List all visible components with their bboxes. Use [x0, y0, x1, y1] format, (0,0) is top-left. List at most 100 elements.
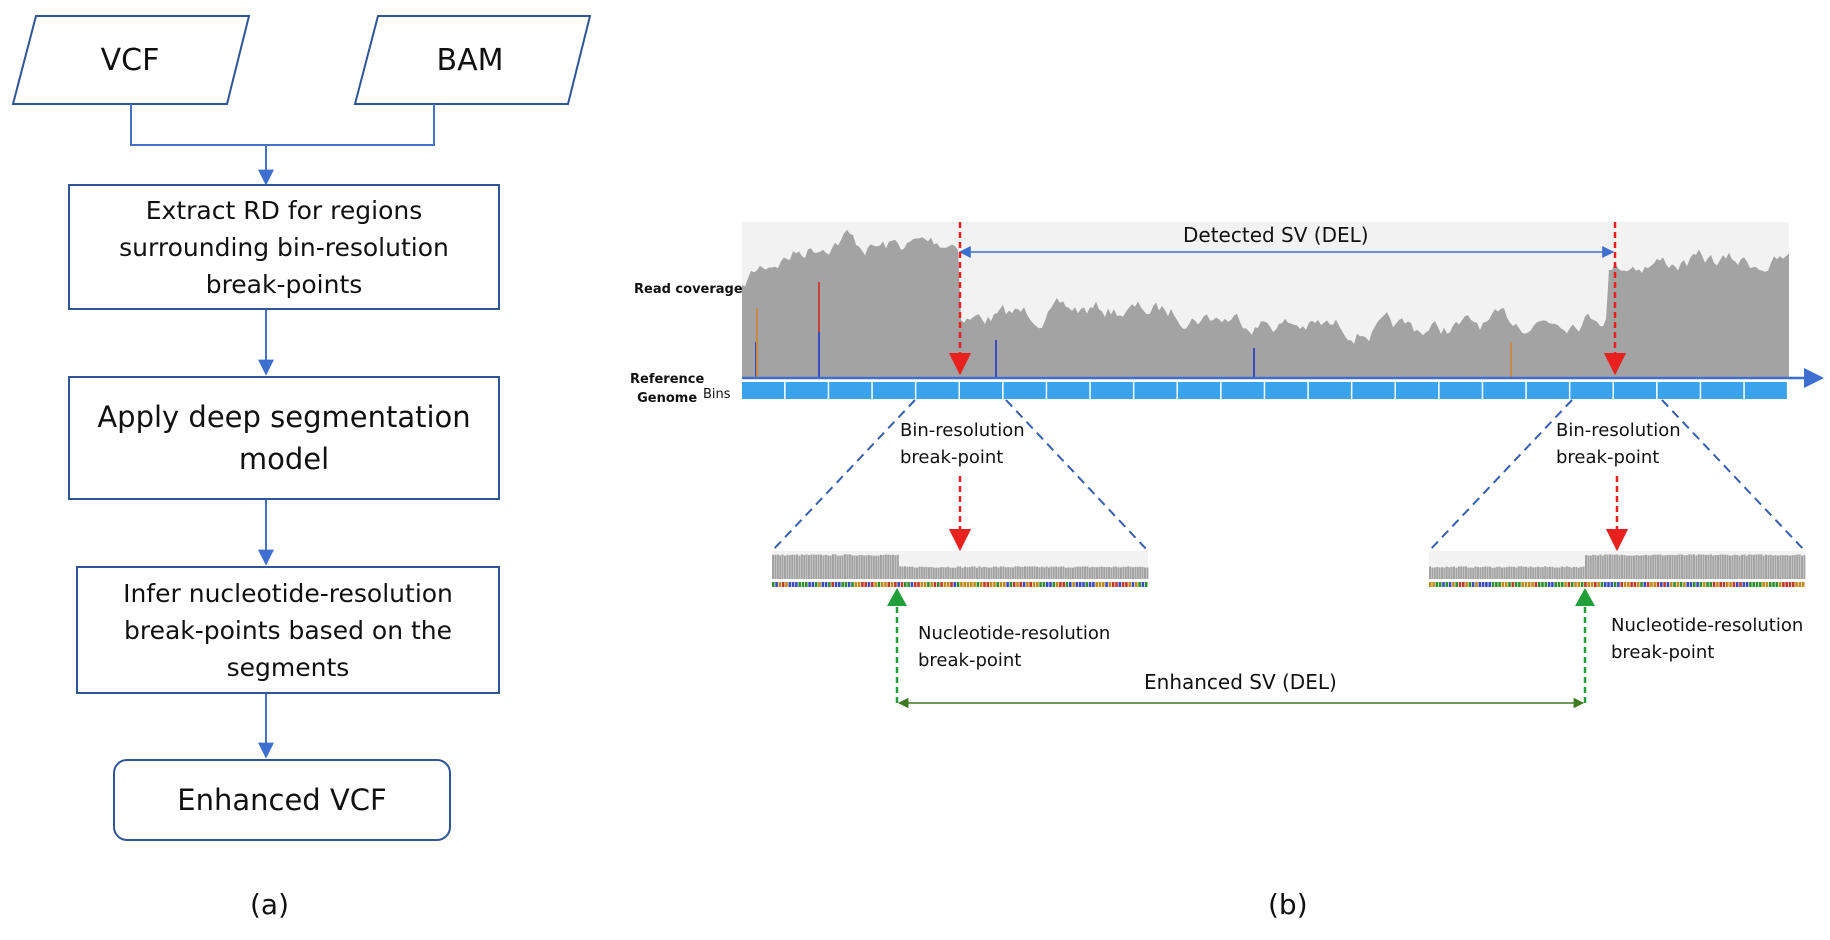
- sequence-base: [1508, 582, 1511, 587]
- bin-cell: [1178, 382, 1221, 399]
- zoom-coverage-bar: [1532, 567, 1535, 579]
- sequence-base: [1045, 582, 1049, 587]
- sequence-base: [1141, 582, 1145, 587]
- sequence-base: [778, 582, 782, 587]
- zoom-coverage-bar: [1745, 555, 1748, 579]
- sequence-base: [854, 582, 858, 587]
- zoom-coverage-bar: [1028, 566, 1031, 579]
- zoom-coverage-bar: [1021, 567, 1024, 579]
- sequence-base: [821, 582, 825, 587]
- zoom-coverage-bar: [1544, 566, 1547, 579]
- zoom-coverage-bar: [1112, 566, 1115, 579]
- zoom-coverage-bar: [1088, 567, 1091, 579]
- sequence-base: [772, 582, 775, 587]
- zoom-coverage-bar: [1484, 566, 1487, 579]
- zoom-coverage-bar: [1527, 567, 1530, 579]
- sequence-base: [1564, 582, 1567, 587]
- zoom-coverage-bar: [1040, 566, 1043, 579]
- zoom-coverage-bar: [1108, 567, 1110, 579]
- zoom-coverage-bar: [1019, 566, 1022, 579]
- sequence-base: [1049, 582, 1052, 587]
- zoom-coverage-bar: [1510, 566, 1513, 579]
- zoom-coverage-bar: [1599, 554, 1602, 579]
- zoom-coverage-bar: [1067, 567, 1070, 579]
- sequence-base: [1072, 582, 1075, 587]
- sequence-base: [1445, 582, 1449, 587]
- enhanced-sv-label: Enhanced SV (DEL): [1144, 670, 1337, 694]
- zoom-coverage-bar: [1683, 555, 1686, 579]
- zoom-coverage-bar: [1798, 554, 1801, 579]
- vcf-input-shape: [11, 15, 251, 105]
- zoom-coverage-bar: [918, 566, 921, 579]
- bin-cell: [1308, 382, 1351, 399]
- sequence-base: [1524, 582, 1528, 587]
- reference-genome-label: Reference Genome: [630, 370, 704, 408]
- zoom-coverage-bar: [1091, 566, 1094, 579]
- sequence-base: [973, 582, 976, 587]
- sequence-base: [1052, 582, 1056, 587]
- bin-cell: [1570, 382, 1613, 399]
- zoom-coverage-bar: [971, 566, 974, 579]
- zoom-coverage-bar: [1585, 555, 1587, 579]
- zoom-coverage-bar: [805, 554, 808, 579]
- sequence-base: [1438, 582, 1442, 587]
- sequence-base: [1121, 582, 1125, 587]
- sequence-base: [904, 582, 907, 587]
- bin-cell: [1483, 382, 1526, 399]
- sequence-base: [1630, 582, 1633, 587]
- zoom-coverage-bar: [1551, 566, 1554, 579]
- zoom-coverage-bar: [1493, 567, 1496, 579]
- sequence-base: [1501, 582, 1505, 587]
- zoom-coverage-bar: [1438, 567, 1441, 579]
- zoom-coverage-bar: [1084, 566, 1086, 579]
- zoom-coverage-bar: [1623, 555, 1626, 579]
- zoom-coverage-bar: [1079, 566, 1082, 579]
- bin-cell: [1265, 382, 1308, 399]
- sequence-base: [1570, 582, 1574, 587]
- zoom-coverage-bar: [1709, 554, 1712, 579]
- sequence-base: [986, 582, 990, 587]
- sequence-base: [923, 582, 927, 587]
- sequence-base: [1722, 582, 1726, 587]
- zoom-coverage-bar: [1501, 567, 1503, 579]
- sequence-base: [894, 582, 897, 587]
- zoom-coverage-bar: [836, 555, 839, 579]
- zoom-coverage-bar: [1604, 554, 1607, 579]
- sequence-base: [1006, 582, 1009, 587]
- zoom-coverage-bar: [1786, 555, 1789, 579]
- zoom-coverage-bar: [1767, 555, 1770, 579]
- bin-breakpoint-left-line-1: Bin-resolution: [900, 420, 1025, 441]
- zoom-coverage-bar: [1105, 567, 1108, 579]
- deep-segmentation-line-1: Apply deep segmentation: [97, 400, 471, 434]
- sequence-base: [1528, 582, 1531, 587]
- zoom-coverage-bar: [1477, 567, 1479, 579]
- zoom-coverage-bar: [1642, 555, 1645, 579]
- zoom-coverage-bar: [1726, 554, 1729, 579]
- zoom-coverage-bar: [872, 555, 875, 579]
- sequence-base: [1105, 582, 1108, 587]
- infer-breakpoints-line-1: Infer nucleotide-resolution: [123, 578, 453, 608]
- zoom-coverage-bar: [1553, 567, 1556, 579]
- zoom-coverage-bar: [1695, 555, 1698, 579]
- zoom-coverage-bar: [1789, 555, 1791, 579]
- sequence-base: [1610, 582, 1614, 587]
- zoom-coverage-bar: [839, 555, 842, 579]
- zoom-coverage-bar: [1669, 555, 1671, 579]
- zoom-coverage-bar: [1712, 555, 1715, 579]
- sequence-base: [927, 582, 930, 587]
- zoom-coverage-bar: [1481, 567, 1484, 579]
- zoom-coverage-bar: [997, 567, 1000, 579]
- sequence-base: [1075, 582, 1079, 587]
- bin-cell: [1090, 382, 1133, 399]
- sequence-base: [1656, 582, 1660, 587]
- sequence-base: [1547, 582, 1551, 587]
- zoom-coverage-bar: [1719, 554, 1722, 579]
- sequence-base: [1481, 582, 1485, 587]
- sequence-base: [1650, 582, 1653, 587]
- sequence-base: [1627, 582, 1630, 587]
- zoom-coverage-bar: [1594, 555, 1597, 579]
- zoom-coverage-bar: [1707, 554, 1710, 579]
- sequence-base: [814, 582, 818, 587]
- zoom-coverage-bar: [1124, 566, 1127, 579]
- zoom-coverage-bar: [944, 567, 947, 579]
